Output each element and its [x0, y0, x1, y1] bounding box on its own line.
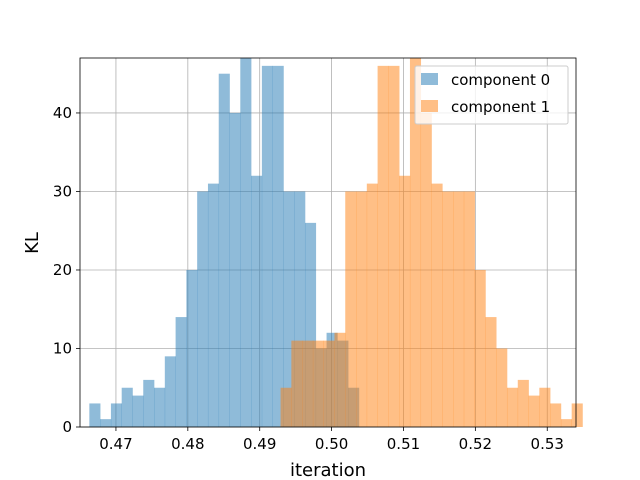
- histogram-bar: [304, 222, 317, 427]
- histogram-bar: [302, 340, 314, 427]
- histogram-bar: [89, 403, 101, 427]
- histogram-bar: [294, 191, 306, 427]
- x-tick-label: 0.50: [315, 435, 348, 453]
- histogram-bar: [528, 395, 540, 427]
- histogram-bar: [197, 191, 209, 427]
- histogram-bar: [251, 175, 263, 427]
- x-tick-label: 0.48: [171, 435, 204, 453]
- y-tick-label: 0: [62, 418, 72, 436]
- legend-swatch-component-1: [421, 100, 438, 112]
- histogram-bar: [186, 269, 198, 427]
- y-tick-label: 30: [53, 182, 72, 200]
- histogram-bar: [399, 175, 411, 427]
- histogram-bar: [496, 348, 508, 427]
- histogram-bar: [420, 112, 432, 427]
- histogram-bar: [207, 183, 220, 427]
- histogram-bar: [132, 395, 144, 427]
- axis-ticks: 0.47 0.48 0.49 0.50 0.51 0.52 0.53 0 10 20 30 40: [53, 104, 564, 453]
- histogram-bar: [175, 317, 187, 427]
- histogram-bar: [356, 191, 368, 427]
- series-component-0: [89, 58, 360, 428]
- legend-label-component-0: component 0: [451, 71, 550, 89]
- histogram-bar: [334, 332, 346, 427]
- histogram-bar: [110, 403, 122, 427]
- plot-frame: [79, 57, 577, 428]
- histogram-bar: [571, 403, 583, 427]
- histogram-bar: [283, 191, 295, 427]
- histogram-bar: [229, 112, 241, 427]
- y-tick-label: 20: [53, 261, 72, 279]
- histogram-bar: [560, 419, 572, 427]
- histogram-bar: [291, 340, 303, 427]
- histogram-bar: [453, 191, 465, 427]
- x-tick-label: 0.52: [459, 435, 492, 453]
- legend-label-component-1: component 1: [451, 98, 550, 116]
- histogram-bar: [143, 379, 155, 427]
- legend: component 0 component 1: [414, 65, 569, 125]
- legend-swatch-component-0: [421, 73, 438, 85]
- histogram-bar: [366, 183, 378, 427]
- histogram-bar: [431, 183, 443, 427]
- y-axis-label: KL: [22, 232, 43, 254]
- x-tick-label: 0.47: [99, 435, 132, 453]
- histogram-bar: [409, 58, 422, 427]
- histogram-bar: [218, 73, 230, 428]
- x-tick-label: 0.53: [531, 435, 564, 453]
- x-tick-label: 0.51: [387, 435, 420, 453]
- bars: [89, 58, 583, 428]
- histogram-bar: [442, 191, 454, 427]
- histogram-bar: [240, 58, 252, 427]
- x-tick-label: 0.49: [243, 435, 276, 453]
- histogram-bar: [377, 65, 389, 427]
- histogram-bar: [388, 65, 400, 427]
- legend-box: [414, 65, 569, 125]
- histogram-bar: [539, 387, 551, 427]
- y-tick-label: 40: [53, 104, 72, 122]
- histogram-bar: [506, 387, 519, 427]
- x-axis-label: iteration: [290, 460, 366, 480]
- histogram-bar: [164, 356, 176, 427]
- histogram-bar: [517, 379, 529, 427]
- y-tick-label: 10: [53, 339, 72, 357]
- histogram-bar: [100, 419, 112, 427]
- histogram-bar: [280, 387, 292, 427]
- histogram-bar: [121, 387, 133, 427]
- series-component-1: [280, 58, 583, 427]
- histogram-bar: [323, 340, 335, 427]
- histogram-bar: [272, 65, 284, 427]
- histogram-bar: [154, 387, 166, 427]
- histogram-bar: [261, 65, 273, 427]
- histogram-bar: [474, 269, 486, 427]
- histogram-bar: [345, 191, 357, 427]
- histogram-bar: [312, 340, 324, 427]
- histogram-bar: [550, 403, 562, 427]
- histogram-bar: [463, 191, 475, 427]
- histogram-bar: [485, 317, 497, 427]
